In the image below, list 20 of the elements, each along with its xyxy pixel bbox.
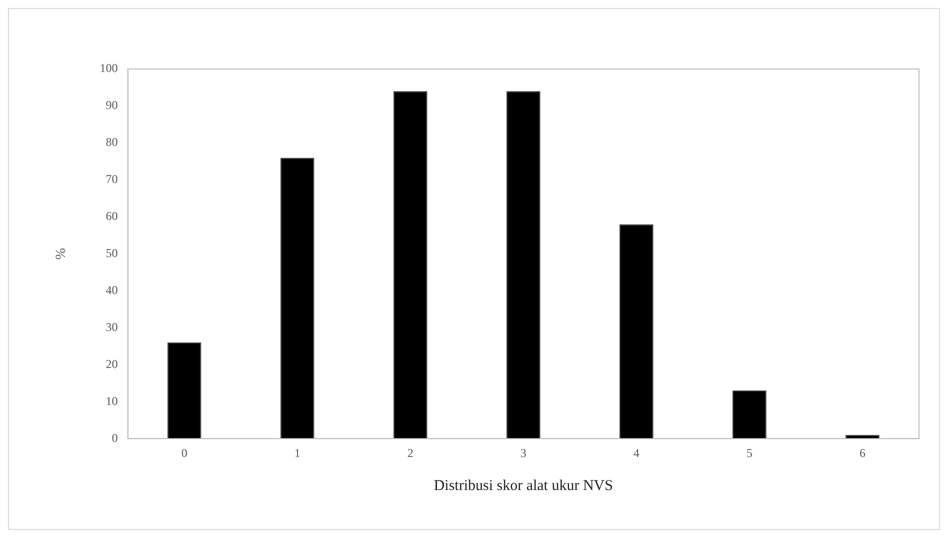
x-tick-label: 0: [181, 446, 188, 460]
y-tick-label: 60: [106, 208, 118, 223]
y-tick-label: 10: [106, 394, 118, 408]
y-tick-label: 0: [112, 430, 118, 445]
x-tick-label: 4: [633, 446, 640, 460]
y-tick-label: 30: [106, 320, 118, 334]
y-tick-label: 40: [106, 282, 118, 297]
x-axis-title: Distribusi skor alat ukur NVS: [434, 478, 613, 494]
x-tick-label: 5: [746, 446, 752, 460]
x-tick-label: 3: [520, 446, 526, 460]
x-tick-label: 6: [859, 446, 866, 460]
y-tick-label: 80: [106, 135, 118, 150]
y-tick-label: 90: [106, 98, 118, 112]
y-tick-label: 20: [106, 356, 118, 371]
y-tick-label: 100: [100, 61, 118, 76]
y-tick-label: 70: [106, 172, 118, 186]
x-tick-label: 2: [407, 446, 414, 460]
y-axis-title: %: [54, 248, 70, 260]
y-tick-label: 50: [106, 246, 118, 260]
x-tick-label: 1: [294, 446, 300, 460]
